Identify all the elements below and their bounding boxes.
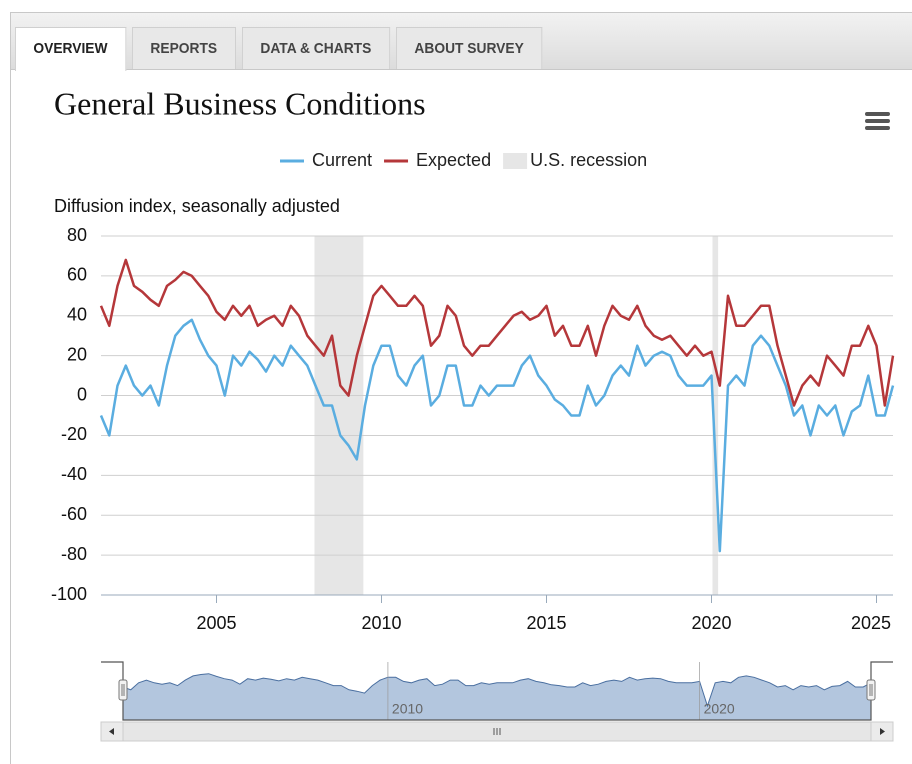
scroll-arrow	[880, 728, 885, 735]
recession-band	[712, 236, 719, 595]
legend-label: U.S. recession	[530, 150, 647, 170]
legend-swatch	[503, 153, 528, 169]
y-tick-label: 60	[67, 265, 87, 285]
x-tick-label: 2015	[526, 613, 566, 633]
y-tick-label: 80	[67, 225, 87, 245]
legend-label: Expected	[416, 150, 491, 170]
tab[interactable]: ABOUT SURVEY	[396, 27, 543, 69]
chart-title: General Business Conditions	[54, 85, 426, 121]
y-tick-label: 0	[77, 384, 87, 404]
navigator-tick-label: 2010	[392, 701, 423, 717]
navigator-area	[122, 673, 872, 721]
tab[interactable]: DATA & CHARTS	[242, 27, 390, 69]
menu-bar[interactable]	[865, 126, 890, 130]
menu-bar[interactable]	[865, 112, 890, 116]
navigator-handle[interactable]	[866, 679, 876, 701]
x-tick-label: 2010	[361, 613, 401, 633]
x-tick-label: 2005	[196, 613, 236, 633]
scroll-arrow	[109, 728, 114, 735]
y-tick-label: 20	[67, 344, 87, 364]
tab[interactable]: OVERVIEW	[15, 27, 126, 71]
y-tick-label: -80	[61, 544, 87, 564]
panel: OVERVIEW REPORTS DATA & CHARTS ABOUT SURVEY	[10, 12, 912, 764]
navigator-outline	[101, 661, 893, 721]
y-tick-label: 40	[67, 305, 87, 325]
y-tick-label: -60	[61, 504, 87, 524]
y-tick-label: -40	[61, 464, 87, 484]
series-line	[99, 318, 895, 553]
y-axis-label: Diffusion index, seasonally adjusted	[54, 196, 340, 216]
legend: Current Expected U.S. recession	[280, 150, 647, 170]
x-tick-label: 2025	[851, 613, 891, 633]
navigator-tick-label: 2020	[704, 701, 735, 717]
x-tick-label: 2020	[691, 613, 731, 633]
tab-bar: OVERVIEW REPORTS DATA & CHARTS ABOUT SURVEY	[11, 13, 912, 71]
menu-bar[interactable]	[865, 119, 890, 123]
series-line	[99, 258, 895, 407]
y-tick-label: -20	[61, 424, 87, 444]
tab[interactable]: REPORTS	[132, 27, 236, 69]
y-tick-label: -100	[51, 584, 87, 604]
recession-band	[314, 236, 364, 595]
legend-label: Current	[312, 150, 372, 170]
navigator-handle[interactable]	[118, 679, 128, 701]
menu-button[interactable]	[865, 112, 890, 130]
